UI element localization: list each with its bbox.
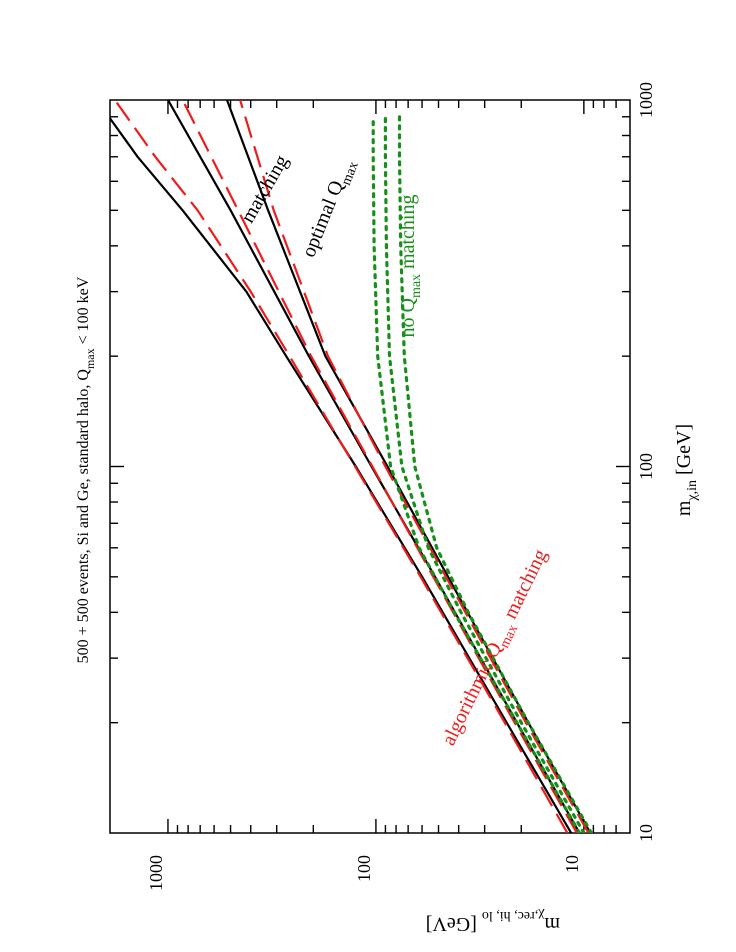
annotation-optimal-part: optimal Q bbox=[298, 177, 349, 260]
x-tick-label-part: 10 bbox=[636, 824, 656, 842]
y-tick-label: 1000 bbox=[146, 855, 166, 891]
plot-area bbox=[109, 99, 631, 834]
y-axis-label-part: m bbox=[544, 913, 560, 935]
y-axis-label-part: [GeV] bbox=[426, 913, 482, 935]
x-axis-label-part: m bbox=[673, 500, 695, 516]
chart-title-part: < 100 keV bbox=[75, 276, 92, 348]
x-tick-label: 1000 bbox=[636, 82, 656, 118]
x-axis-label-part: [GeV] bbox=[673, 424, 695, 480]
y-tick-label-part: 10 bbox=[562, 855, 582, 873]
annotation-optimal-part: max bbox=[339, 160, 362, 188]
series-line-none-8 bbox=[397, 115, 594, 833]
chart-title: 500 + 500 events, Si and Ge, standard ha… bbox=[75, 276, 97, 663]
y-tick-label-part: 100 bbox=[354, 855, 374, 882]
x-tick-label-part: 1000 bbox=[636, 82, 656, 118]
series-line-algorithmic-4 bbox=[181, 100, 578, 833]
x-tick-label-part: 100 bbox=[636, 453, 656, 480]
annotation-optimal: optimal Qmax bbox=[298, 155, 362, 262]
axis-ticks bbox=[110, 100, 630, 833]
series-line-none-6 bbox=[371, 115, 582, 833]
chart-title-part: 500 + 500 events, Si and Ge, standard ha… bbox=[75, 369, 92, 664]
y-tick-label: 100 bbox=[354, 855, 374, 882]
annotation-no-qmax-part: no Q bbox=[397, 298, 419, 338]
annotation-matching-black-part: matching bbox=[237, 151, 293, 226]
series-line-algorithmic-5 bbox=[239, 100, 590, 833]
x-tick-label: 10 bbox=[636, 824, 656, 842]
y-axis-label: mχ,rec, hi, lo [GeV] bbox=[426, 908, 560, 935]
y-axis-label-part: χ,rec, hi, lo bbox=[482, 908, 546, 923]
annotation-algorithmic-part: matching bbox=[497, 546, 552, 627]
annotation-no-qmax: no Qmax matching bbox=[397, 195, 424, 338]
annotation-algorithmic: algorithmic Qmax matching bbox=[438, 546, 557, 751]
x-tick-label: 100 bbox=[636, 453, 656, 480]
annotation-algorithmic-part: max bbox=[497, 623, 521, 651]
y-tick-label: 10 bbox=[562, 855, 582, 873]
chart-title-part: max bbox=[83, 348, 97, 369]
x-axis-label-part: χ,in bbox=[685, 480, 700, 502]
annotation-no-qmax-part: max bbox=[409, 274, 424, 298]
annotation-no-qmax-part: matching bbox=[397, 195, 419, 274]
series-layer bbox=[110, 100, 594, 833]
annotation-algorithmic-part: algorithmic Q bbox=[438, 638, 507, 748]
y-tick-label-part: 1000 bbox=[146, 855, 166, 891]
annotation-matching-black: matching bbox=[237, 151, 293, 226]
series-line-optimal-0 bbox=[110, 116, 573, 833]
x-axis-label: mχ,in [GeV] bbox=[673, 424, 700, 516]
